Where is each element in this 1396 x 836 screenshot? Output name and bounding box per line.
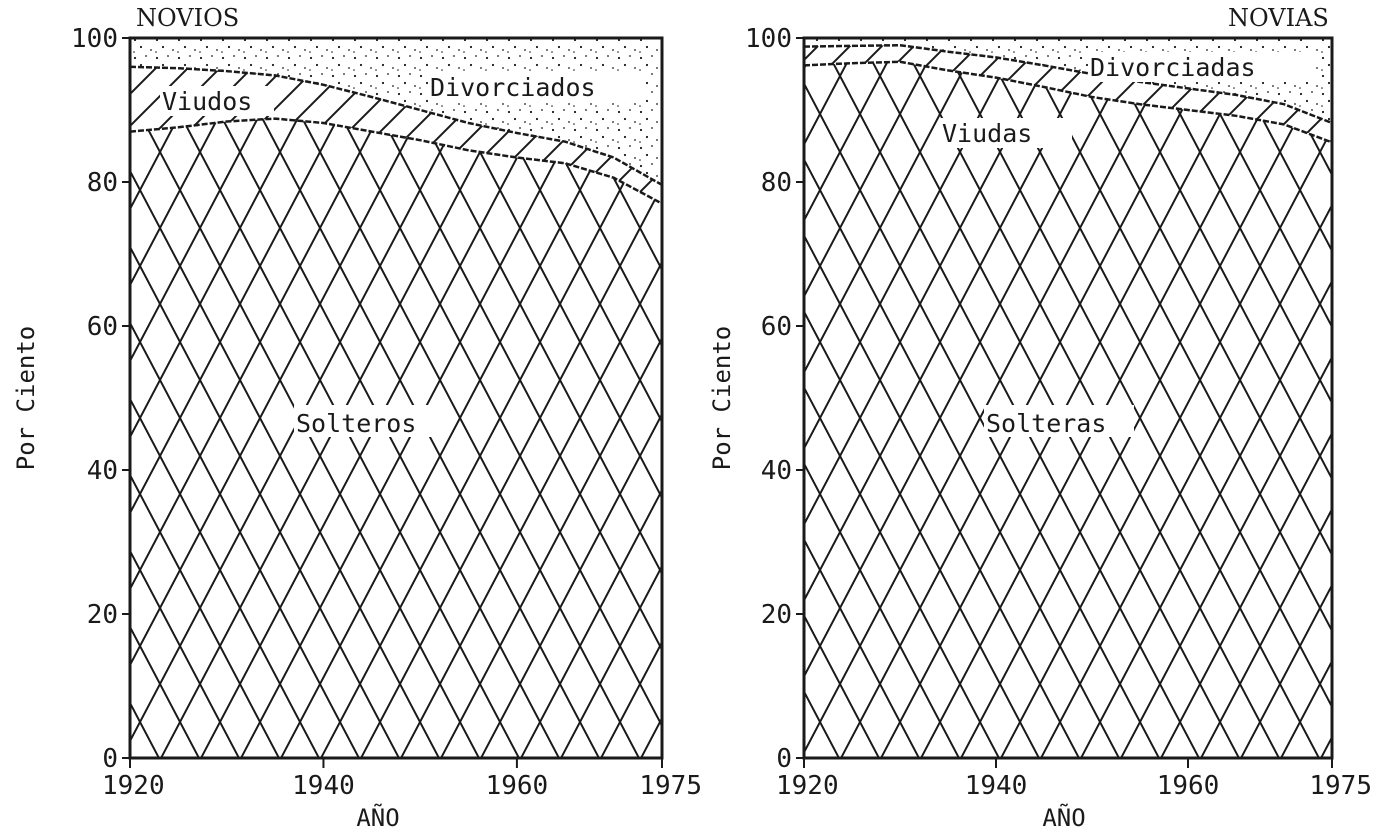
plot-frame <box>128 36 664 760</box>
boundary-viudos <box>129 65 663 186</box>
boundaries <box>803 43 1333 144</box>
y-tick-label: 60 <box>761 312 792 342</box>
y-tick-label: 0 <box>102 744 118 774</box>
viudas-label-bg <box>940 118 1072 148</box>
y-tick-label: 60 <box>87 312 118 342</box>
viudas-label: Viudas <box>942 119 1032 148</box>
divorciadas-label-bg <box>1088 52 1314 82</box>
y-tick-label: 100 <box>745 24 792 54</box>
viudos-label-bg <box>160 86 274 116</box>
y-tick-label: 0 <box>776 744 792 774</box>
boundaries <box>129 65 663 205</box>
divorciados-label-bg <box>428 72 642 102</box>
y-tick-label: 100 <box>71 24 118 54</box>
plot-frame <box>802 36 1334 760</box>
x-tick-label: 1960 <box>1157 771 1220 801</box>
x-tick-label: 1920 <box>102 771 165 801</box>
y-axis-label: Por Ciento <box>708 326 736 471</box>
panel-novios: 0 20 40 60 80 100 1920 1940 1960 1975 NOVIOS AÑO… <box>12 4 702 832</box>
boundary-solteras <box>803 60 1333 144</box>
y-tick-label: 40 <box>87 456 118 486</box>
viudos-label: Viudos <box>162 87 252 116</box>
x-axis-label: AÑO <box>356 802 399 832</box>
y-tick-label: 20 <box>87 600 118 630</box>
x-axis-label: AÑO <box>1042 802 1085 832</box>
x-ticks: 1920 1940 1960 1975 <box>102 758 702 801</box>
x-tick-label: 1920 <box>776 771 839 801</box>
boundary-viudas <box>803 43 1333 125</box>
divorciados-label: Divorciados <box>430 73 596 102</box>
y-ticks: 0 20 40 60 80 100 <box>71 24 130 774</box>
solteros-label-bg <box>294 405 444 437</box>
solteras-label-bg <box>984 405 1134 437</box>
x-tick-label: 1975 <box>1309 771 1372 801</box>
x-tick-label: 1940 <box>965 771 1028 801</box>
area-solteros <box>130 118 662 759</box>
solteras-label: Solteras <box>986 409 1106 438</box>
boundary-solteros <box>129 117 663 205</box>
panel-novias: 0 20 40 60 80 100 1920 1940 1960 1975 NOVIAS AÑO… <box>708 4 1372 832</box>
y-tick-label: 80 <box>761 168 792 198</box>
chart-title: NOVIAS <box>1228 4 1329 32</box>
y-ticks: 0 20 40 60 80 100 <box>745 24 804 774</box>
y-tick-label: 20 <box>761 600 792 630</box>
x-tick-label: 1975 <box>639 771 702 801</box>
y-tick-label: 80 <box>87 168 118 198</box>
x-tick-label: 1940 <box>292 771 355 801</box>
y-tick-label: 40 <box>761 456 792 486</box>
solteros-label: Solteros <box>296 409 416 438</box>
x-tick-label: 1960 <box>486 771 549 801</box>
divorciadas-label: Divorciadas <box>1090 53 1256 82</box>
y-axis-label: Por Ciento <box>12 326 40 471</box>
x-ticks: 1920 1940 1960 1975 <box>776 758 1372 801</box>
chart-title: NOVIOS <box>136 4 239 32</box>
